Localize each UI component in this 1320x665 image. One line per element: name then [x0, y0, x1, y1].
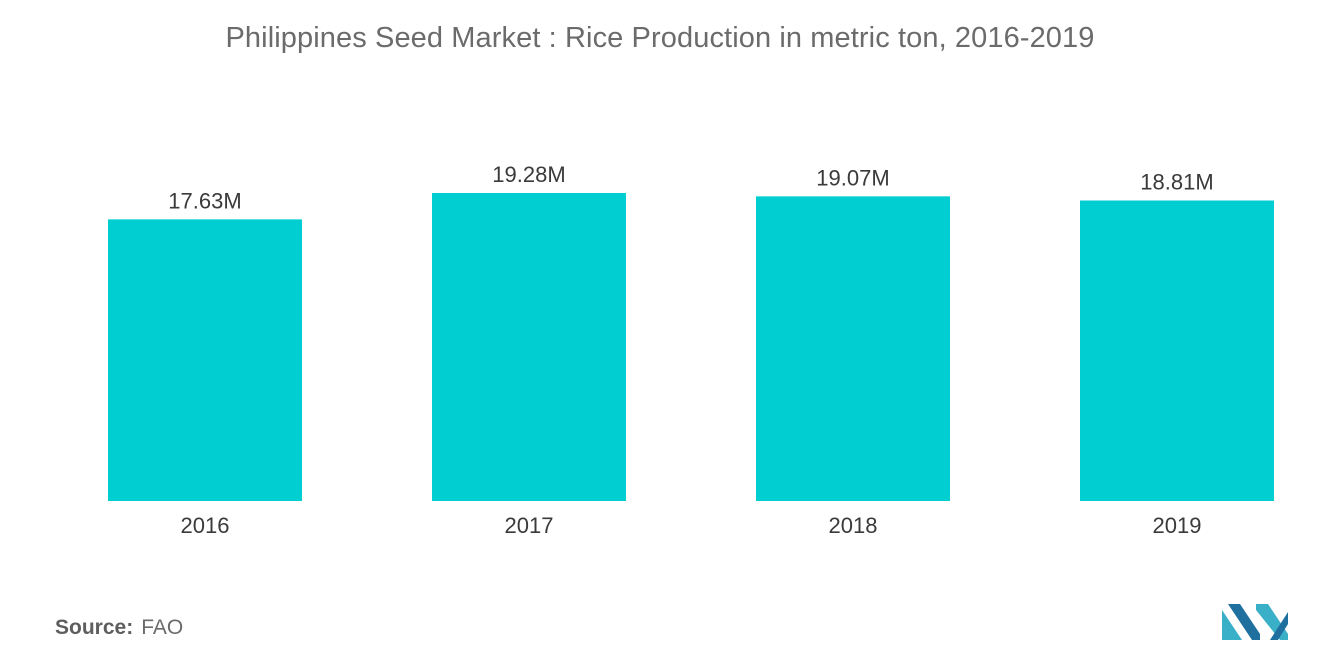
brand-logo-icon	[1222, 604, 1288, 640]
chart-title: Philippines Seed Market : Rice Productio…	[225, 22, 1095, 54]
value-label-2019: 18.81M	[1140, 170, 1213, 195]
source-label: Source:	[55, 616, 134, 639]
x-tick-label-2018: 2018	[829, 513, 878, 538]
bars-group	[108, 193, 1274, 501]
value-label-2018: 19.07M	[816, 165, 889, 190]
x-tick-label-2016: 2016	[181, 513, 230, 538]
bar-2017	[432, 193, 626, 501]
x-tick-label-2019: 2019	[1153, 513, 1202, 538]
bar-2016	[108, 219, 302, 501]
source-note: Source: FAO	[55, 616, 183, 640]
x-tick-labels-group: 2016 2017 2018 2019	[181, 513, 1202, 538]
bar-2019	[1080, 200, 1274, 501]
value-label-2016: 17.63M	[168, 188, 241, 213]
value-labels-group: 17.63M 19.28M 19.07M 18.81M	[168, 162, 1213, 213]
source-value: FAO	[141, 616, 184, 639]
bar-2018	[756, 196, 950, 501]
value-label-2017: 19.28M	[492, 162, 565, 187]
x-tick-label-2017: 2017	[505, 513, 554, 538]
